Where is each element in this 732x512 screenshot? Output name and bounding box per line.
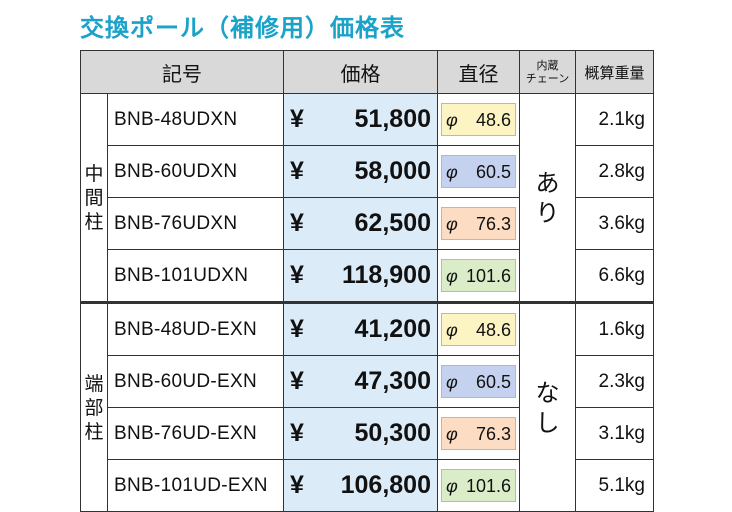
- header-chain-line1: 内蔵: [536, 59, 559, 72]
- model-cell: BNB-101UDXN: [107, 249, 284, 303]
- header-chain-line2: チェーン: [525, 72, 570, 85]
- header-diameter: 直径: [437, 50, 520, 94]
- model-cell: BNB-76UDXN: [107, 197, 284, 250]
- chain-cell: あり: [519, 93, 576, 303]
- phi-symbol: φ: [446, 475, 458, 496]
- table-row: BNB-60UD-EXN ¥47,300 φ 60.5 2.3kg: [81, 355, 654, 408]
- model-cell: BNB-60UDXN: [107, 145, 284, 198]
- yen-symbol: ¥: [290, 105, 304, 133]
- diameter-box: φ 76.3: [441, 416, 516, 450]
- phi-symbol: φ: [446, 213, 458, 234]
- group-label-text: 端部柱: [84, 372, 104, 443]
- model-cell: BNB-48UD-EXN: [107, 301, 284, 356]
- price-cell: ¥58,000: [283, 145, 438, 198]
- price-table: 記号 価格 直径 内蔵 チェーン 概算重量 中間柱 BNB-48UDXN ¥51,8…: [80, 50, 654, 512]
- diameter-cell: φ 101.6: [437, 249, 520, 303]
- table-row: 中間柱 BNB-48UDXN ¥51,800 φ 48.6 あり 2.1kg: [80, 93, 654, 303]
- group-label: 中間柱: [80, 93, 108, 303]
- diameter-box: φ 48.6: [441, 102, 516, 136]
- price-cell: ¥106,800: [283, 459, 438, 512]
- chain-cell: なし: [519, 301, 576, 512]
- price-value: 47,300: [354, 367, 431, 395]
- yen-symbol: ¥: [290, 209, 304, 237]
- diameter-box: φ 101.6: [441, 258, 516, 292]
- phi-symbol: φ: [446, 265, 458, 286]
- yen-symbol: ¥: [290, 367, 304, 395]
- weight-cell: 2.1kg: [575, 93, 654, 146]
- price-value: 51,800: [354, 105, 431, 133]
- table-row: 端部柱 BNB-48UD-EXN ¥41,200 φ 48.6 なし 1.6kg: [80, 301, 654, 512]
- weight-cell: 1.6kg: [575, 301, 654, 356]
- diameter-value: 101.6: [465, 265, 511, 286]
- price-cell: ¥62,500: [283, 197, 438, 250]
- diameter-cell: φ 76.3: [437, 197, 520, 250]
- weight-cell: 2.3kg: [575, 355, 654, 408]
- diameter-cell: φ 101.6: [437, 459, 520, 512]
- yen-symbol: ¥: [290, 419, 304, 447]
- price-value: 62,500: [354, 209, 431, 237]
- header-price: 価格: [283, 50, 438, 94]
- price-cell: ¥47,300: [283, 355, 438, 408]
- diameter-value: 101.6: [465, 475, 511, 496]
- chain-value: なし: [535, 378, 560, 437]
- header-weight: 概算重量: [575, 50, 654, 94]
- diameter-box: φ 101.6: [441, 468, 516, 502]
- diameter-cell: φ 60.5: [437, 355, 520, 408]
- price-value: 106,800: [340, 471, 431, 499]
- diameter-value: 60.5: [475, 161, 511, 182]
- phi-symbol: φ: [446, 371, 458, 392]
- model-cell: BNB-48UDXN: [107, 93, 284, 146]
- diameter-value: 76.3: [475, 423, 511, 444]
- model-cell: BNB-76UD-EXN: [107, 407, 284, 460]
- yen-symbol: ¥: [290, 315, 304, 343]
- diameter-value: 76.3: [475, 213, 511, 234]
- diameter-cell: φ 76.3: [437, 407, 520, 460]
- weight-cell: 3.1kg: [575, 407, 654, 460]
- diameter-value: 60.5: [475, 371, 511, 392]
- model-cell: BNB-60UD-EXN: [107, 355, 284, 408]
- price-cell: ¥51,800: [283, 93, 438, 146]
- diameter-cell: φ 48.6: [437, 301, 520, 356]
- chain-value: あり: [535, 168, 560, 227]
- header-model: 記号: [80, 50, 284, 94]
- phi-symbol: φ: [446, 319, 458, 340]
- weight-cell: 5.1kg: [575, 459, 654, 512]
- diameter-box: φ 76.3: [441, 206, 516, 240]
- price-value: 58,000: [354, 157, 431, 185]
- price-value: 41,200: [354, 315, 431, 343]
- group-label-text: 中間柱: [84, 162, 104, 233]
- table-row: BNB-76UDXN ¥62,500 φ 76.3 3.6kg: [81, 197, 654, 250]
- phi-symbol: φ: [446, 109, 458, 130]
- price-value: 118,900: [342, 261, 431, 289]
- price-cell: ¥118,900: [283, 249, 438, 303]
- diameter-cell: φ 48.6: [437, 93, 520, 146]
- yen-symbol: ¥: [290, 471, 304, 499]
- model-cell: BNB-101UD-EXN: [107, 459, 284, 512]
- phi-symbol: φ: [446, 161, 458, 182]
- yen-symbol: ¥: [290, 261, 304, 289]
- price-cell: ¥41,200: [283, 301, 438, 356]
- group-label: 端部柱: [80, 301, 108, 512]
- phi-symbol: φ: [446, 423, 458, 444]
- diameter-value: 48.6: [475, 319, 511, 340]
- diameter-box: φ 60.5: [441, 154, 516, 188]
- header-row: 記号 価格 直径 内蔵 チェーン 概算重量: [80, 50, 654, 94]
- diameter-box: φ 48.6: [441, 312, 516, 346]
- table-row: BNB-60UDXN ¥58,000 φ 60.5 2.8kg: [81, 145, 654, 198]
- page-title: 交換ポール（補修用）価格表: [80, 14, 405, 42]
- weight-cell: 6.6kg: [575, 249, 654, 303]
- weight-cell: 2.8kg: [575, 145, 654, 198]
- yen-symbol: ¥: [290, 157, 304, 185]
- price-value: 50,300: [354, 419, 431, 447]
- header-chain: 内蔵 チェーン: [519, 50, 576, 94]
- weight-cell: 3.6kg: [575, 197, 654, 250]
- diameter-cell: φ 60.5: [437, 145, 520, 198]
- diameter-value: 48.6: [475, 109, 511, 130]
- price-cell: ¥50,300: [283, 407, 438, 460]
- diameter-box: φ 60.5: [441, 364, 516, 398]
